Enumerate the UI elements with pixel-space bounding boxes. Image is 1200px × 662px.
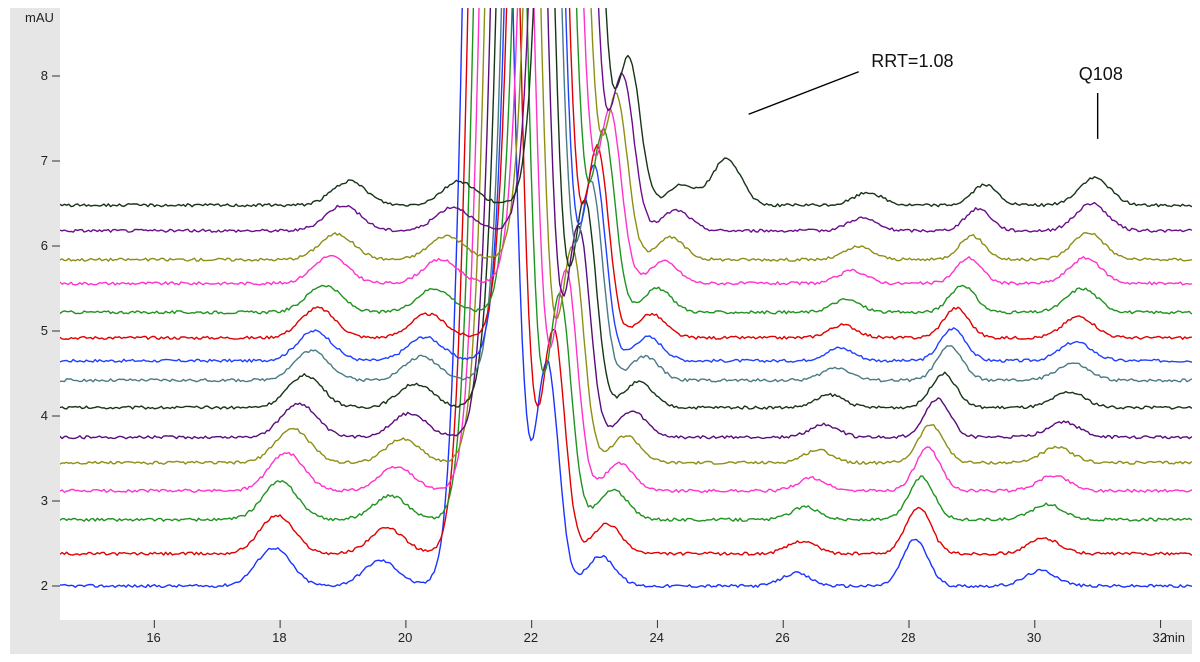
x-tick-label: 22 — [524, 630, 538, 645]
x-tick-label: 26 — [775, 630, 789, 645]
chromatogram-trace — [60, 0, 1191, 232]
chromatogram-trace — [60, 0, 1191, 339]
chromatogram-plot — [0, 0, 1200, 662]
x-tick-label: 20 — [398, 630, 412, 645]
x-tick-label: 32 — [1153, 630, 1167, 645]
chromatogram-trace — [60, 0, 1191, 464]
y-tick-label: 3 — [41, 493, 48, 508]
x-axis-label: min — [1164, 630, 1185, 645]
x-tick-label: 18 — [272, 630, 286, 645]
chromatogram-trace — [60, 0, 1191, 207]
chromatogram-trace — [60, 0, 1191, 521]
y-tick-label: 7 — [41, 153, 48, 168]
x-tick-label: 28 — [901, 630, 915, 645]
y-tick-label: 4 — [41, 408, 48, 423]
annotation-rrt: RRT=1.08 — [871, 51, 953, 72]
y-tick-label: 8 — [41, 68, 48, 83]
x-tick-label: 24 — [649, 630, 663, 645]
chromatogram-trace — [60, 0, 1191, 492]
annotation-q108: Q108 — [1079, 64, 1123, 85]
y-tick-label: 5 — [41, 323, 48, 338]
chromatogram-trace — [60, 0, 1191, 314]
y-tick-label: 6 — [41, 238, 48, 253]
y-axis-label: mAU — [25, 10, 54, 25]
chromatogram-trace — [60, 0, 1191, 362]
y-tick-label: 2 — [41, 578, 48, 593]
x-tick-label: 30 — [1027, 630, 1041, 645]
x-tick-label: 16 — [146, 630, 160, 645]
